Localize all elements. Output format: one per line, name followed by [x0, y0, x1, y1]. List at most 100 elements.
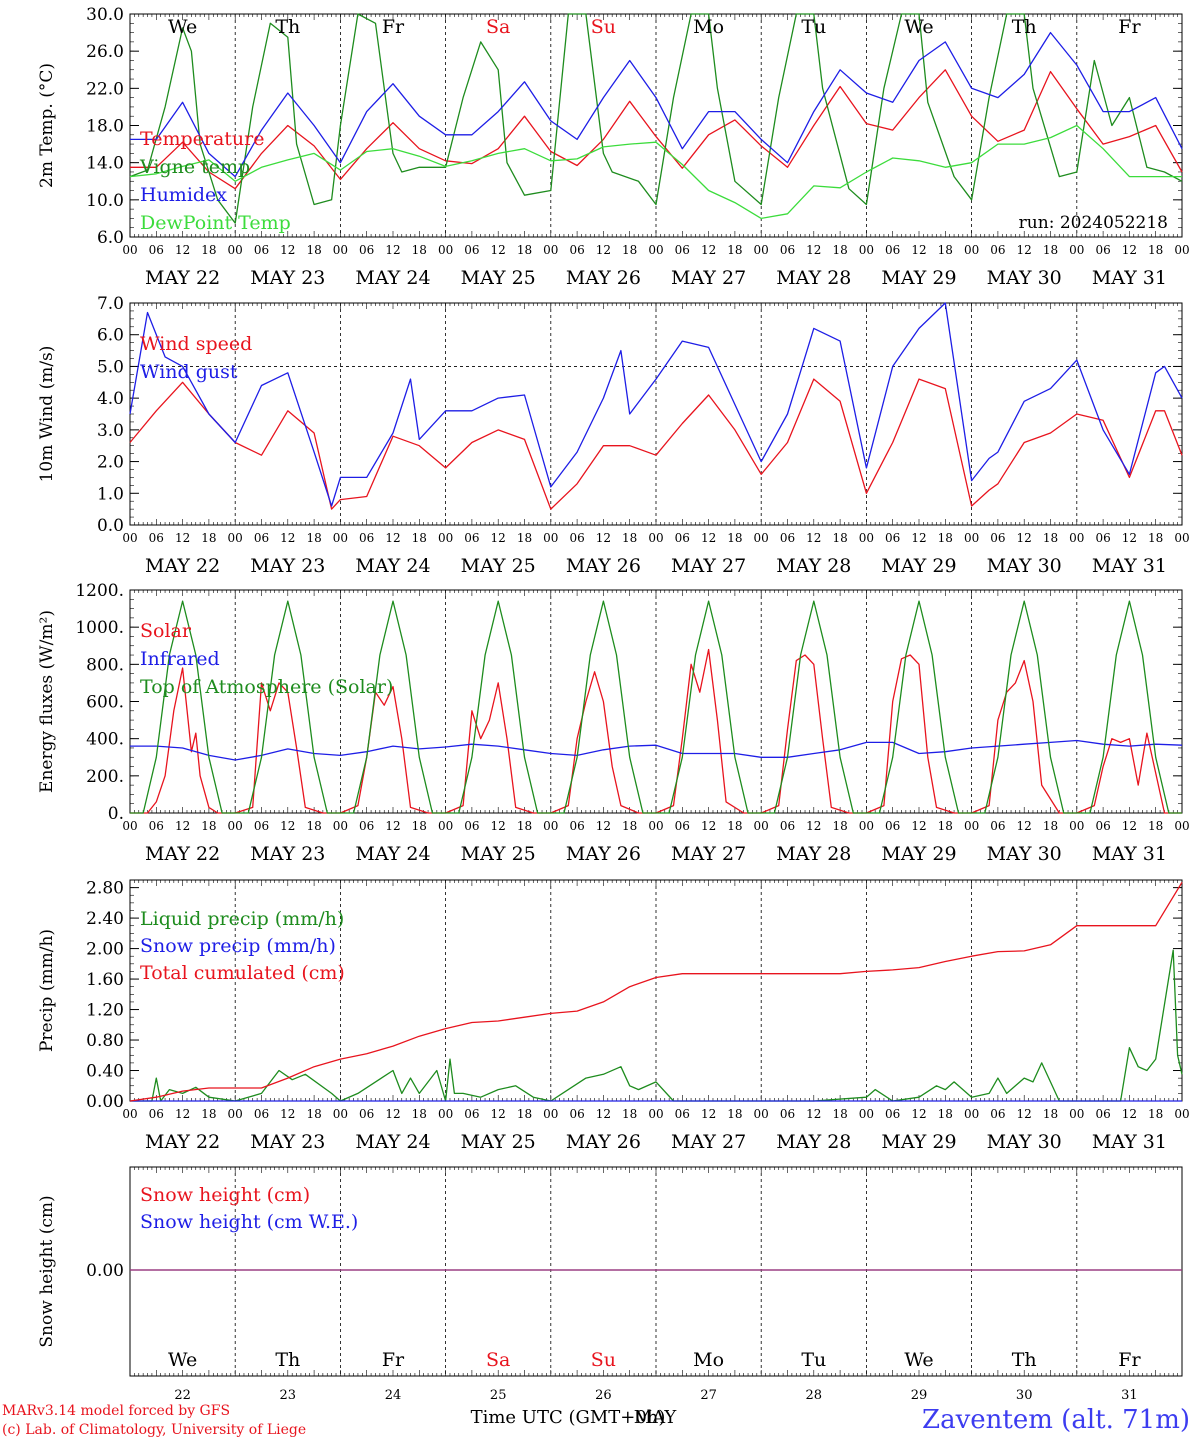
x-date-label: MAY 22 [145, 555, 220, 577]
x-date-label: MAY 24 [355, 1131, 430, 1153]
day-name-bottom: Fr [382, 1349, 405, 1371]
x-hour-label: 06 [885, 1107, 900, 1121]
x-hour-label: 18 [727, 819, 742, 833]
x-hour-label: 00 [122, 1107, 137, 1121]
y-tick-label: 1.60 [86, 970, 124, 990]
x-hour-label: 06 [569, 1107, 584, 1121]
y-axis-title: Snow height (cm) [37, 1195, 57, 1347]
y-tick-label: 200. [86, 767, 124, 787]
x-hour-label: 06 [359, 1107, 374, 1121]
x-hour-label: 12 [806, 819, 821, 833]
y-tick-label: 4.0 [97, 389, 124, 409]
x-date-label: MAY 30 [987, 1131, 1062, 1153]
x-hour-label: 00 [964, 1107, 979, 1121]
x-hour-label: 18 [517, 1107, 532, 1121]
y-tick-label: 2.0 [97, 453, 124, 473]
day-name-bottom: Tu [801, 1349, 826, 1371]
x-date-label: MAY 30 [987, 843, 1062, 865]
x-hour-label: 12 [596, 531, 611, 545]
y-tick-label: 22.0 [86, 79, 124, 99]
legend-entry: Temperature [140, 128, 264, 150]
x-hour-label: 00 [438, 819, 453, 833]
x-hour-label: 18 [1148, 819, 1163, 833]
x-date-label: MAY 26 [566, 267, 641, 289]
y-tick-label: 0.40 [86, 1062, 124, 1082]
x-hour-label: 12 [911, 531, 926, 545]
x-hour-label: 12 [175, 819, 190, 833]
x-date-label: MAY 27 [671, 843, 746, 865]
x-hour-label: 18 [201, 531, 216, 545]
x-date-label: MAY 26 [566, 843, 641, 865]
x-hour-label: 18 [938, 819, 953, 833]
x-hour-label: 06 [254, 531, 269, 545]
x-hour-label: 18 [1148, 531, 1163, 545]
legend-entry: Snow height (cm) [140, 1184, 310, 1206]
x-hour-label: 12 [1122, 819, 1137, 833]
x-hour-label: 12 [701, 531, 716, 545]
x-hour-label: 00 [964, 243, 979, 257]
x-date-label: MAY 23 [250, 843, 325, 865]
x-hour-label: 18 [412, 819, 427, 833]
x-hour-label: 06 [780, 1107, 795, 1121]
x-hour-label: 00 [859, 243, 874, 257]
y-tick-label: 0. [108, 804, 124, 824]
x-hour-label: 18 [727, 531, 742, 545]
x-hour-label: 06 [675, 531, 690, 545]
y-tick-label: 3.0 [97, 421, 124, 441]
x-hour-label: 00 [648, 819, 663, 833]
day-name-top: Mo [693, 16, 724, 38]
x-hour-label: 12 [911, 819, 926, 833]
x-hour-label: 06 [149, 1107, 164, 1121]
day-name-top: We [168, 16, 197, 38]
legend-entry: Vigne temp [139, 156, 250, 178]
x-hour-label: 18 [306, 243, 321, 257]
x-date-label: MAY 25 [461, 1131, 536, 1153]
x-hour-label: 00 [438, 243, 453, 257]
x-hour-label: 00 [543, 243, 558, 257]
date-number: 22 [174, 1388, 191, 1403]
x-hour-label: 12 [701, 243, 716, 257]
y-axis-title: 2m Temp. (°C) [37, 63, 57, 188]
day-name-top: Th [275, 16, 300, 38]
x-date-label: MAY 30 [987, 267, 1062, 289]
x-hour-label: 12 [280, 819, 295, 833]
legend-entry: Wind speed [140, 333, 252, 355]
x-hour-label: 06 [675, 243, 690, 257]
x-date-label: MAY 25 [461, 267, 536, 289]
x-hour-label: 12 [911, 243, 926, 257]
day-name-top: We [904, 16, 933, 38]
x-hour-label: 12 [1017, 1107, 1032, 1121]
x-date-label: MAY 28 [776, 1131, 851, 1153]
x-hour-label: 06 [464, 819, 479, 833]
x-hour-label: 06 [780, 819, 795, 833]
x-hour-label: 00 [859, 819, 874, 833]
y-tick-label: 2.00 [86, 940, 124, 960]
x-date-label: MAY 28 [776, 267, 851, 289]
x-hour-label: 12 [280, 531, 295, 545]
x-hour-label: 00 [1069, 1107, 1084, 1121]
day-name-bottom: Th [1012, 1349, 1037, 1371]
x-hour-label: 00 [648, 531, 663, 545]
x-hour-label: 00 [543, 1107, 558, 1121]
x-hour-label: 06 [569, 531, 584, 545]
day-name-top: Sa [486, 16, 510, 38]
x-hour-label: 00 [964, 531, 979, 545]
x-hour-label: 18 [727, 1107, 742, 1121]
y-tick-label: 0.00 [86, 1092, 124, 1112]
x-date-label: MAY 28 [776, 843, 851, 865]
x-date-label: MAY 29 [881, 267, 956, 289]
x-hour-label: 12 [385, 531, 400, 545]
x-hour-label: 18 [1043, 243, 1058, 257]
x-hour-label: 06 [1095, 1107, 1110, 1121]
x-hour-label: 12 [806, 531, 821, 545]
y-tick-label: 1.0 [97, 484, 124, 504]
x-hour-label: 06 [1095, 243, 1110, 257]
x-date-label: MAY 31 [1092, 1131, 1167, 1153]
legend-entry: Top of Atmosphere (Solar) [140, 676, 393, 698]
x-hour-label: 00 [1069, 531, 1084, 545]
x-hour-label: 18 [1043, 819, 1058, 833]
x-date-label: MAY 23 [250, 555, 325, 577]
x-hour-label: 00 [228, 819, 243, 833]
x-hour-label: 18 [1043, 1107, 1058, 1121]
legend-entry: Wind gust [140, 361, 238, 383]
